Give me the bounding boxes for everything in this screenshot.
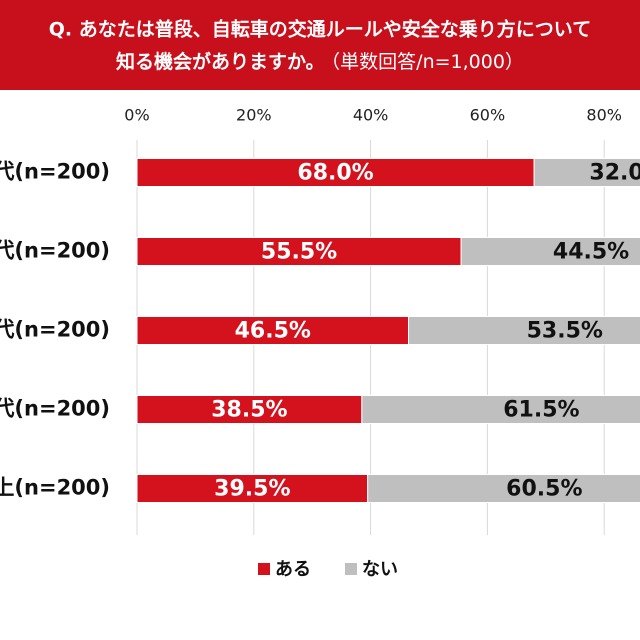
x-tick-label: 80% <box>586 106 622 125</box>
value-label: 53.5% <box>527 319 603 344</box>
legend-label: ない <box>362 559 398 580</box>
x-tick-label: 40% <box>353 106 389 125</box>
bar-segment <box>136 395 363 424</box>
y-tick-label: 代(n=200) <box>0 160 110 184</box>
bar-segment <box>136 158 535 187</box>
chart-title-line2: 知る機会がありますか。 （単数回答/n=1,000） <box>116 50 524 73</box>
value-label: 44.5% <box>553 240 629 265</box>
x-tick-label: 0% <box>124 106 149 125</box>
bar-segment <box>460 237 640 266</box>
bar-segment <box>533 158 640 187</box>
y-tick-label: 代(n=200) <box>0 318 110 342</box>
bar-segment <box>361 395 640 424</box>
y-tick-label: 代(n=200) <box>0 397 110 421</box>
value-label: 32.0% <box>589 161 640 186</box>
legend-label: ある <box>275 559 311 580</box>
bar-segment <box>408 316 640 345</box>
title-banner <box>0 0 640 90</box>
bar-segment <box>136 316 410 345</box>
value-label: 39.5% <box>214 477 290 502</box>
value-label: 61.5% <box>503 398 579 423</box>
bar-segment <box>367 474 640 503</box>
bar-segment <box>136 474 369 503</box>
value-label: 38.5% <box>211 398 287 423</box>
chart-subtitle: （単数回答/n=1,000） <box>331 51 524 73</box>
legend-swatch <box>258 563 270 575</box>
value-label: 55.5% <box>261 240 337 265</box>
x-tick-label: 20% <box>236 106 272 125</box>
y-tick-label: 代(n=200) <box>0 239 110 263</box>
legend-swatch <box>345 563 357 575</box>
value-label: 60.5% <box>506 477 582 502</box>
bar-segment <box>136 237 462 266</box>
value-label: 46.5% <box>235 319 311 344</box>
value-label: 68.0% <box>297 161 373 186</box>
x-tick-label: 60% <box>470 106 506 125</box>
chart-title: Q. あなたは普段、自転車の交通ルールや安全な乗り方について <box>49 18 591 41</box>
chart-title: 知る機会がありますか。 <box>116 50 325 73</box>
y-tick-label: 上(n=200) <box>0 476 110 500</box>
